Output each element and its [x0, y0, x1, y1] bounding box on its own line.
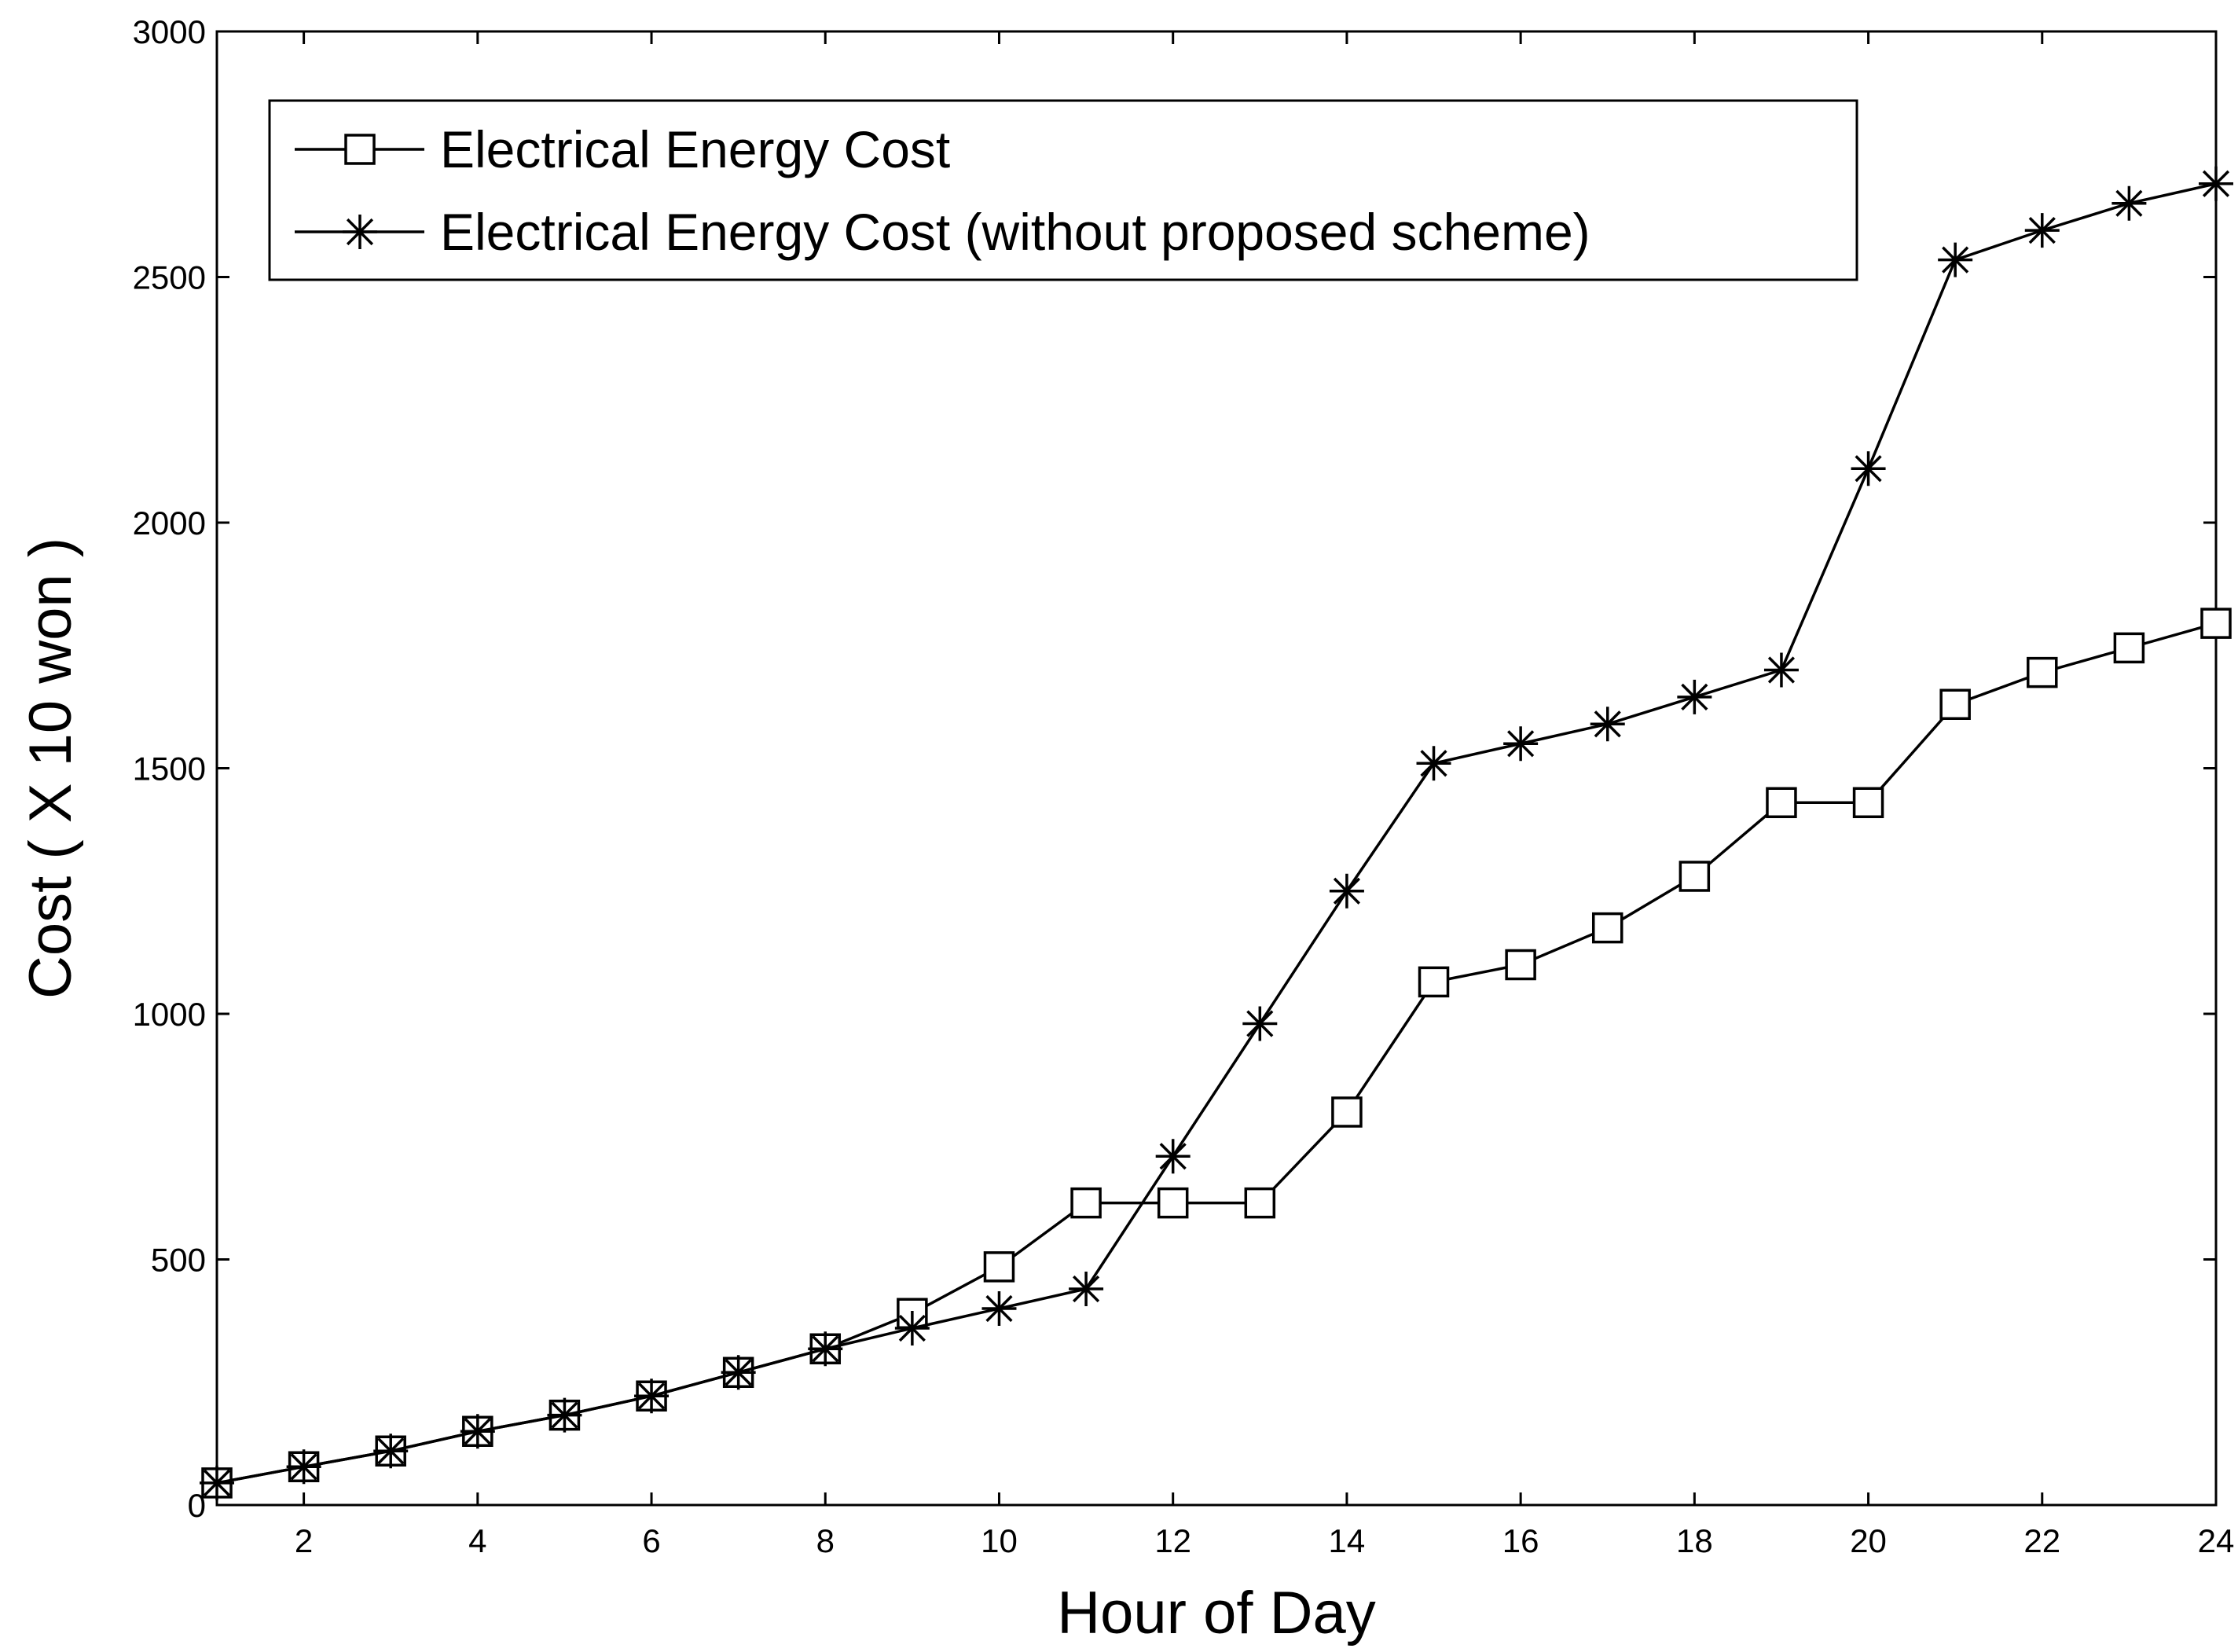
data-point-star [1938, 242, 1973, 277]
data-point-square [1852, 787, 1884, 818]
x-tick-label: 12 [1154, 1522, 1191, 1559]
data-point-star [981, 1291, 1017, 1326]
data-point-star [721, 1355, 756, 1390]
data-point-square [2027, 656, 2058, 688]
data-point-star [634, 1379, 670, 1414]
data-point-star [1155, 1139, 1191, 1174]
data-point-star [1763, 652, 1799, 688]
data-point-square [1244, 1187, 1276, 1219]
x-tick-label: 14 [1329, 1522, 1366, 1559]
x-tick-label: 10 [981, 1522, 1018, 1559]
legend-label-electrical-energy-cost: Electrical Energy Cost [440, 120, 950, 178]
data-point-star [2199, 166, 2233, 201]
legend-star-marker [343, 215, 377, 249]
data-point-square [1331, 1096, 1363, 1128]
data-point-star [2111, 185, 2147, 221]
series-line [216, 182, 2217, 1485]
y-tick-label: 1500 [133, 751, 206, 787]
data-point-star [1416, 746, 1451, 781]
legend-marker-square-icon [344, 134, 376, 165]
x-tick-label: 2 [295, 1522, 313, 1559]
data-point-square [1939, 688, 1971, 720]
data-point-square [2200, 608, 2232, 639]
y-tick-label: 0 [188, 1487, 206, 1524]
x-tick-label: 20 [1850, 1522, 1887, 1559]
legend-label-without-scheme: Electrical Energy Cost (without proposed… [440, 203, 1590, 261]
data-point-star [200, 1465, 234, 1500]
x-tick-label: 8 [816, 1522, 835, 1559]
legend: Electrical Energy Cost Electrical Energy… [268, 99, 1858, 281]
data-point-star [547, 1397, 582, 1433]
data-point-star [460, 1414, 495, 1449]
data-point-square [1418, 966, 1450, 998]
series-without-scheme [200, 166, 2233, 1500]
data-point-square [1070, 1187, 1102, 1219]
data-point-star [2024, 213, 2060, 248]
y-tick-label: 500 [151, 1242, 206, 1279]
data-point-square [983, 1251, 1015, 1283]
series-layer [200, 166, 2233, 1500]
data-point-star [894, 1311, 930, 1345]
x-tick-label: 22 [2023, 1522, 2060, 1559]
legend-box [268, 99, 1858, 281]
y-tick-label: 1000 [133, 996, 206, 1033]
x-tick-label: 6 [642, 1522, 660, 1559]
data-point-star [1590, 707, 1625, 742]
data-point-star [373, 1434, 409, 1469]
data-point-star [1851, 451, 1886, 486]
data-point-star [1329, 873, 1364, 909]
y-tick-label: 3000 [133, 13, 206, 50]
data-point-star [1069, 1272, 1104, 1306]
x-tick-label: 4 [468, 1522, 486, 1559]
legend-square-marker [344, 134, 376, 165]
x-tick-label: 24 [2198, 1522, 2235, 1559]
x-axis-title: Hour of Day [1057, 1580, 1376, 1646]
y-tick-label: 2500 [133, 259, 206, 296]
y-axis-title: Cost ( X 10 won ) [17, 538, 84, 999]
y-tick-label: 2000 [133, 505, 206, 541]
data-point-square [1678, 861, 1711, 892]
legend-marker-star-icon [343, 215, 377, 249]
data-point-square [1591, 912, 1623, 944]
data-point-square [2113, 632, 2145, 664]
data-point-star [1503, 726, 1539, 762]
data-point-square [1766, 787, 1797, 818]
data-point-star [1242, 1006, 1278, 1041]
data-point-square [1157, 1187, 1189, 1219]
data-point-star [1677, 679, 1712, 714]
series-line [216, 622, 2217, 1485]
x-tick-label: 16 [1502, 1522, 1539, 1559]
axes-layer: 2 4 6 8 10 12 14 16 18 20 22 2405001000150020002500… [133, 13, 2235, 1559]
data-point-square [1505, 949, 1536, 981]
series-electrical-energy-cost [201, 608, 2232, 1499]
data-point-star [286, 1449, 321, 1485]
data-point-star [808, 1331, 843, 1367]
x-tick-label: 18 [1676, 1522, 1713, 1559]
